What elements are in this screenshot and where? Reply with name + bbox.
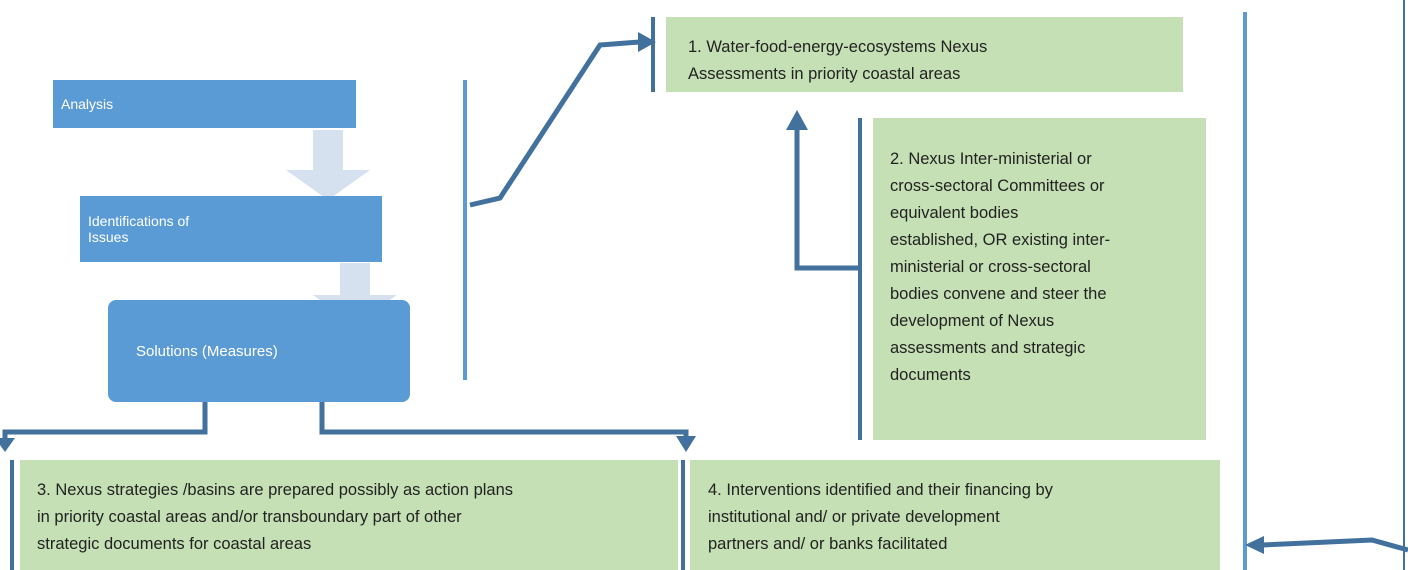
outcome-box: 4. Interventions identified and their fi…	[690, 460, 1220, 570]
arrowhead	[0, 438, 15, 452]
arrow	[2, 402, 208, 440]
outcome-box: 3. Nexus strategies /basins are prepared…	[20, 460, 678, 570]
outcome-text: 2. Nexus Inter-ministerial or	[890, 150, 1092, 168]
outcome-text: established, OR existing inter-	[890, 231, 1111, 249]
outcome-text: assessments and strategic	[890, 339, 1086, 357]
outcome-text: bodies convene and steer the	[890, 285, 1107, 303]
arrowhead	[638, 32, 656, 52]
outcome-text: strategic documents for coastal areas	[37, 535, 312, 553]
arrow	[319, 402, 689, 438]
outcome-text: institutional and/ or private developmen…	[708, 508, 1000, 526]
step-box: Solutions (Measures)	[108, 300, 410, 402]
outcome-text: in priority coastal areas and/or transbo…	[37, 508, 462, 526]
outcome-text: cross-sectoral Committees or	[890, 177, 1105, 195]
outcome-text: partners and/ or banks facilitated	[708, 535, 948, 553]
outcome-box: 2. Nexus Inter-ministerial or cross-sect…	[873, 118, 1206, 440]
step-text: Solutions (Measures)	[136, 342, 278, 360]
step-text: Identifications of	[88, 213, 190, 229]
arrow	[469, 39, 641, 208]
arrow	[1261, 537, 1408, 553]
step-arrow	[286, 130, 370, 200]
outcome-text: 4. Interventions identified and their fi…	[708, 481, 1053, 499]
step-box: Analysis	[53, 80, 356, 128]
outcome-text: development of Nexus	[890, 312, 1055, 330]
arrowhead	[676, 436, 696, 452]
outcome-text: Assessments in priority coastal areas	[688, 65, 961, 83]
outcome-text: 1. Water-food-energy-ecosystems Nexus	[688, 38, 988, 56]
step-text: Analysis	[61, 96, 114, 112]
arrow	[794, 128, 860, 271]
outcome-text: ministerial or cross-sectoral	[890, 258, 1091, 276]
outcome-box: 1. Water-food-energy-ecosystems Nexus As…	[666, 17, 1183, 92]
outcome-text: equivalent bodies	[890, 204, 1019, 222]
outcome-text: 3. Nexus strategies /basins are prepared…	[37, 481, 514, 499]
arrowhead	[1245, 536, 1264, 554]
arrowhead	[786, 110, 808, 130]
step-text: Issues	[88, 229, 129, 245]
outcome-text: documents	[890, 366, 971, 384]
step-box: Identifications of Issues	[80, 196, 382, 262]
